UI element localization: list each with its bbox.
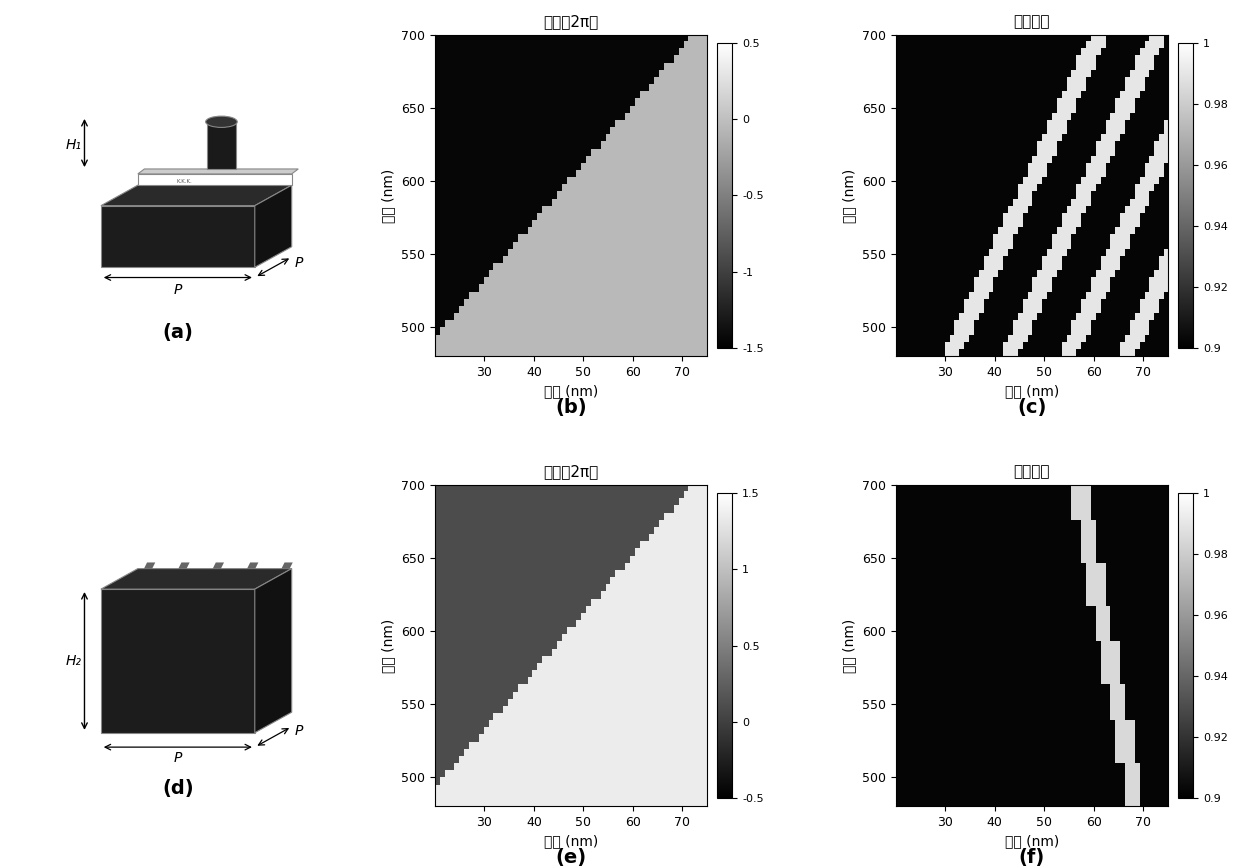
X-axis label: 半径 (nm): 半径 (nm) xyxy=(1004,835,1059,849)
X-axis label: 半径 (nm): 半径 (nm) xyxy=(1004,384,1059,399)
Text: H₁: H₁ xyxy=(66,139,82,153)
Title: 相位（2π）: 相位（2π） xyxy=(543,15,599,29)
Text: P: P xyxy=(174,283,182,297)
Polygon shape xyxy=(100,186,291,205)
Ellipse shape xyxy=(206,116,237,127)
Y-axis label: 波长 (nm): 波长 (nm) xyxy=(382,618,396,673)
X-axis label: 半径 (nm): 半径 (nm) xyxy=(544,384,598,399)
Title: 透射系数: 透射系数 xyxy=(1013,15,1050,29)
Y-axis label: 波长 (nm): 波长 (nm) xyxy=(842,618,857,673)
Polygon shape xyxy=(100,205,254,267)
Polygon shape xyxy=(247,563,258,569)
Polygon shape xyxy=(100,569,291,590)
X-axis label: 半径 (nm): 半径 (nm) xyxy=(544,835,598,849)
Text: H₂: H₂ xyxy=(66,654,82,668)
Text: (f): (f) xyxy=(1018,848,1045,867)
Text: (c): (c) xyxy=(1017,398,1047,417)
Polygon shape xyxy=(179,563,190,569)
Polygon shape xyxy=(281,563,293,569)
Text: P: P xyxy=(174,751,182,766)
Polygon shape xyxy=(213,563,224,569)
Title: 相位（2π）: 相位（2π） xyxy=(543,465,599,479)
Text: K.K.K.: K.K.K. xyxy=(176,179,192,184)
Polygon shape xyxy=(100,590,254,733)
Polygon shape xyxy=(254,569,291,733)
Polygon shape xyxy=(144,563,155,569)
Polygon shape xyxy=(138,169,299,174)
Text: (d): (d) xyxy=(162,779,193,798)
Y-axis label: 波长 (nm): 波长 (nm) xyxy=(382,168,396,223)
Polygon shape xyxy=(138,174,291,186)
Text: (a): (a) xyxy=(162,323,193,342)
Text: P: P xyxy=(295,724,303,738)
Y-axis label: 波长 (nm): 波长 (nm) xyxy=(842,168,857,223)
Text: (b): (b) xyxy=(556,398,587,417)
Text: (e): (e) xyxy=(556,848,587,867)
Polygon shape xyxy=(207,121,236,169)
Polygon shape xyxy=(254,186,291,267)
Text: P: P xyxy=(295,256,303,271)
Title: 透射系数: 透射系数 xyxy=(1013,465,1050,479)
